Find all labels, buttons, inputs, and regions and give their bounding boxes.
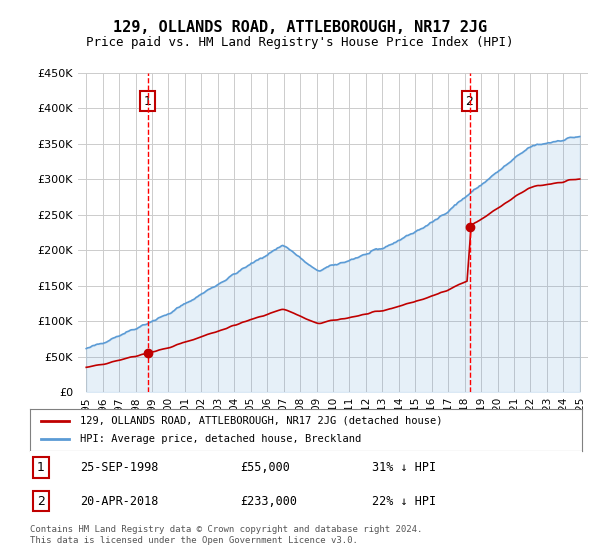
Text: 1: 1 <box>143 95 152 108</box>
Text: 2: 2 <box>466 95 473 108</box>
Text: 25-SEP-1998: 25-SEP-1998 <box>80 461 158 474</box>
Text: 20-APR-2018: 20-APR-2018 <box>80 494 158 508</box>
Text: 2: 2 <box>37 494 45 508</box>
Text: 31% ↓ HPI: 31% ↓ HPI <box>372 461 436 474</box>
Text: 22% ↓ HPI: 22% ↓ HPI <box>372 494 436 508</box>
Text: £55,000: £55,000 <box>240 461 290 474</box>
Text: HPI: Average price, detached house, Breckland: HPI: Average price, detached house, Brec… <box>80 434 361 444</box>
Text: £233,000: £233,000 <box>240 494 297 508</box>
Text: 129, OLLANDS ROAD, ATTLEBOROUGH, NR17 2JG: 129, OLLANDS ROAD, ATTLEBOROUGH, NR17 2J… <box>113 20 487 35</box>
Text: 129, OLLANDS ROAD, ATTLEBOROUGH, NR17 2JG (detached house): 129, OLLANDS ROAD, ATTLEBOROUGH, NR17 2J… <box>80 416 442 426</box>
Text: Contains HM Land Registry data © Crown copyright and database right 2024.
This d: Contains HM Land Registry data © Crown c… <box>30 525 422 545</box>
Text: 1: 1 <box>37 461 45 474</box>
Text: Price paid vs. HM Land Registry's House Price Index (HPI): Price paid vs. HM Land Registry's House … <box>86 36 514 49</box>
